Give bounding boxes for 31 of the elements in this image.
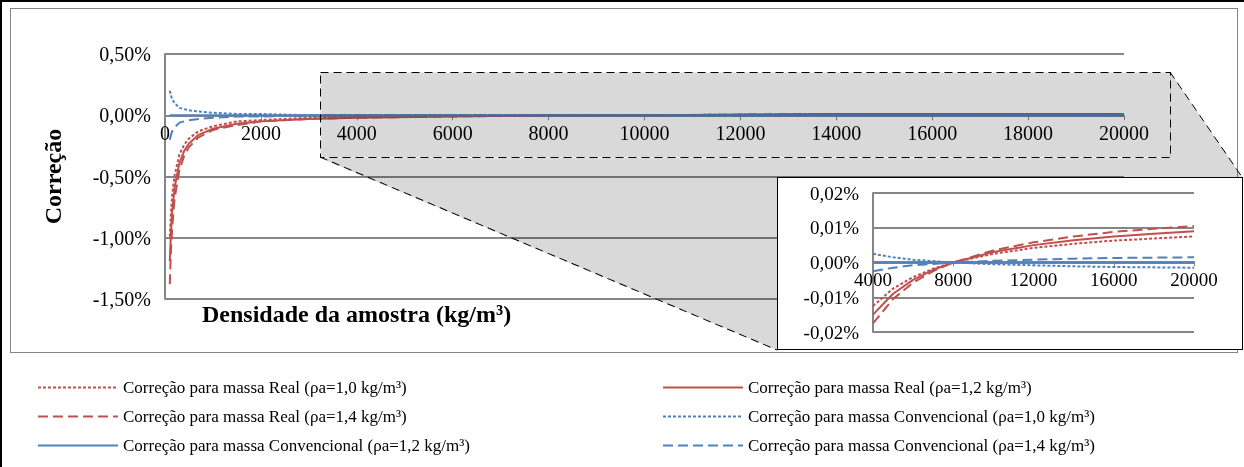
x-tick-label: 16000 bbox=[907, 122, 958, 145]
legend-label: Correção para massa Convencional (ρa=1,0 kg/m³) bbox=[748, 407, 1095, 426]
x-tick-label: 16000 bbox=[1090, 268, 1138, 290]
legend-label: Correção para massa Real (ρa=1,0 kg/m³) bbox=[123, 378, 407, 397]
x-tick-label: 14000 bbox=[811, 122, 862, 145]
legend-label: Correção para massa Convencional (ρa=1,4 kg/m³) bbox=[748, 436, 1095, 455]
x-tick-label: 18000 bbox=[1003, 122, 1054, 145]
y-tick-label: -1,50% bbox=[92, 288, 151, 310]
y-tick-label: 0,50% bbox=[99, 43, 151, 65]
x-axis-title: Densidade da amostra (kg/m³) bbox=[202, 301, 512, 327]
y-tick-label: -0,02% bbox=[803, 321, 860, 343]
legend-label: Correção para massa Real (ρa=1,4 kg/m³) bbox=[123, 407, 407, 426]
legend-label: Correção para massa Real (ρa=1,2 kg/m³) bbox=[748, 378, 1032, 397]
x-tick-label: 8000 bbox=[528, 122, 569, 145]
x-tick-label: 6000 bbox=[432, 122, 473, 145]
x-tick-label: 0 bbox=[160, 122, 170, 145]
legend-label: Correção para massa Convencional (ρa=1,2 kg/m³) bbox=[123, 436, 470, 455]
x-tick-label: 20000 bbox=[1170, 268, 1218, 290]
x-tick-label: 4000 bbox=[336, 122, 377, 145]
x-tick-label: 8000 bbox=[934, 268, 973, 290]
y-axis-title: Correção bbox=[40, 128, 66, 225]
y-tick-label: 0,01% bbox=[809, 217, 860, 239]
y-tick-label: 0,02% bbox=[809, 182, 860, 204]
x-tick-label: 2000 bbox=[240, 122, 281, 145]
y-tick-label: -1,00% bbox=[92, 226, 151, 249]
x-tick-label: 10000 bbox=[619, 122, 670, 145]
x-tick-label: 20000 bbox=[1099, 122, 1149, 145]
y-tick-label: 0,00% bbox=[99, 104, 151, 127]
x-tick-label: 12000 bbox=[715, 122, 766, 145]
y-tick-label: -0,50% bbox=[92, 165, 151, 188]
x-tick-label: 12000 bbox=[1009, 268, 1058, 290]
